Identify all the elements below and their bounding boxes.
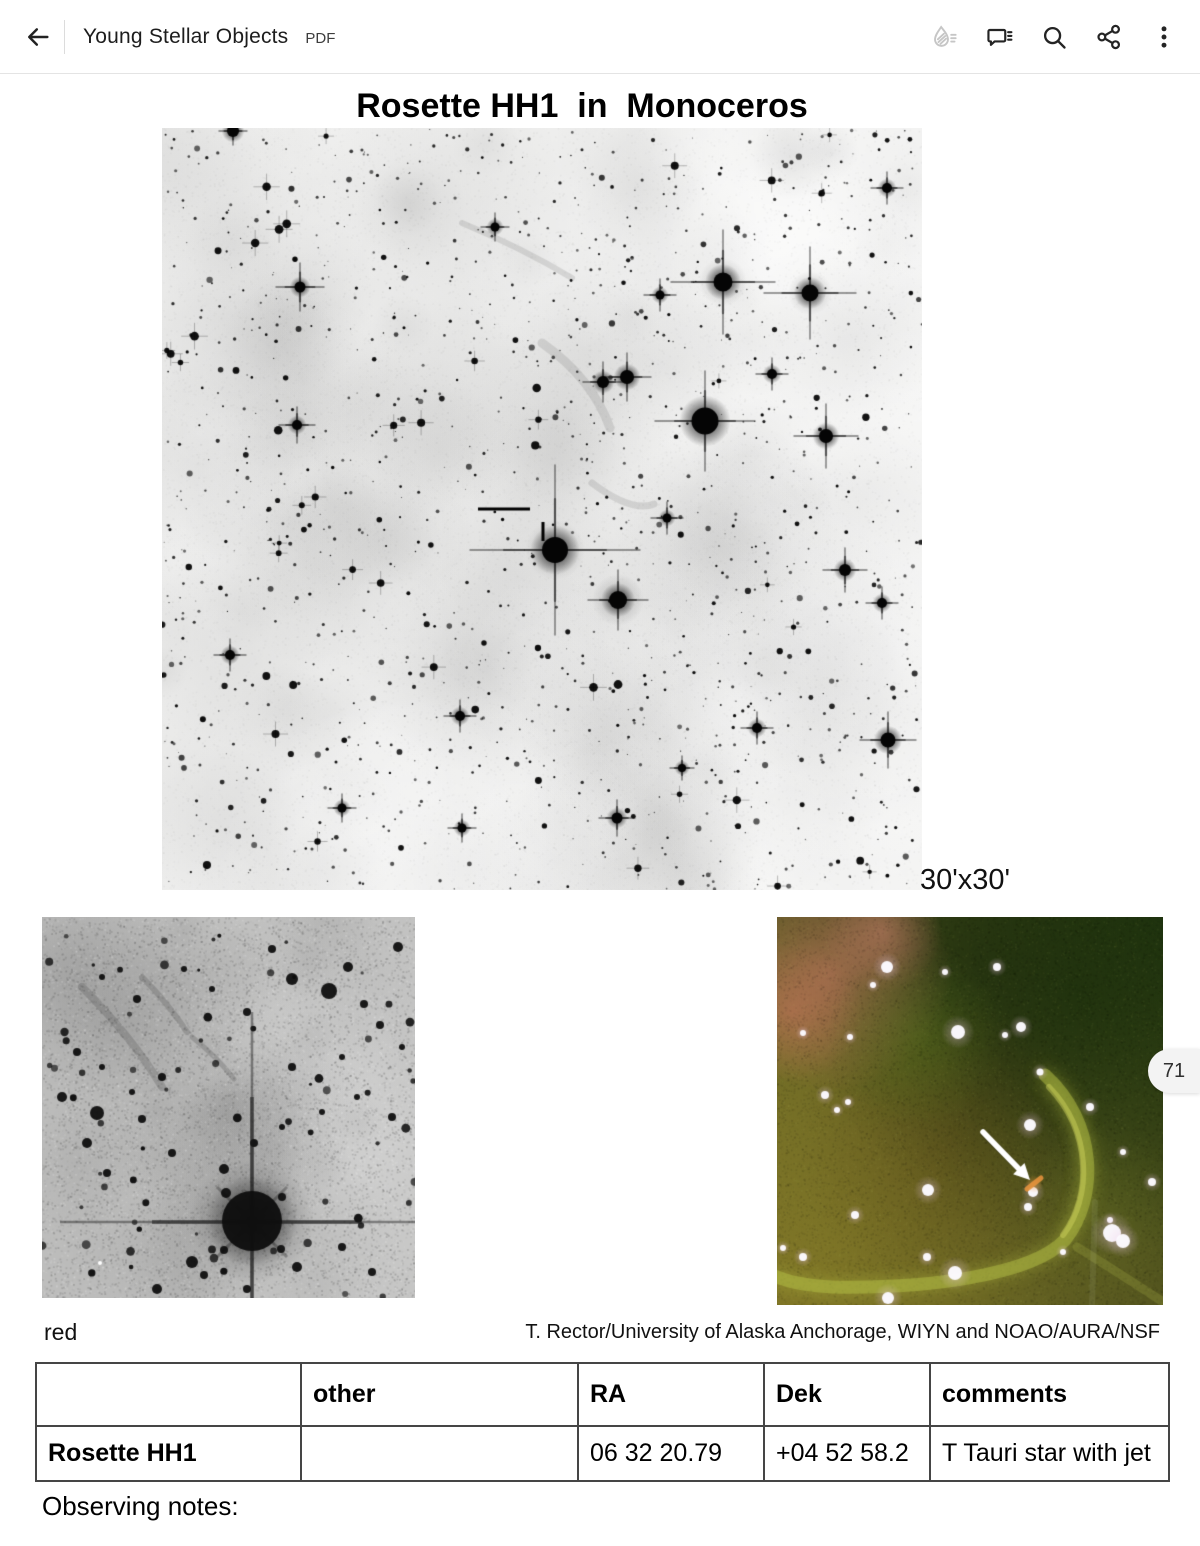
color-closeup-image [777,917,1163,1305]
app-bar: Young Stellar Objects PDF [0,0,1200,74]
header-ra: RA [577,1362,765,1427]
field-size-label: 30'x30' [920,864,1011,896]
table-header-row: other RA Dek comments [35,1362,1170,1427]
cell-dek: +04 52 58.2 [763,1425,931,1482]
observing-notes-label: Observing notes: [42,1491,239,1521]
document-type-label: PDF [305,29,336,47]
app-bar-actions [922,15,1186,59]
back-button[interactable] [16,15,60,59]
comment-icon [987,28,1013,46]
share-icon [1097,24,1121,49]
cell-other [300,1425,579,1482]
overflow-menu-button[interactable] [1142,15,1186,59]
liquid-mode-icon [933,25,957,47]
cell-ra: 06 32 20.79 [577,1425,765,1482]
cell-comments: T Tauri star with jet [929,1425,1170,1482]
survey-field-image [162,128,922,890]
image-credit: T. Rector/University of Alaska Anchorage… [525,1321,1160,1343]
header-other: other [300,1362,579,1427]
red-plate-closeup-image [42,917,415,1298]
header-comments: comments [929,1362,1170,1427]
share-button[interactable] [1087,15,1131,59]
liquid-mode-button[interactable] [922,15,966,59]
objects-table: other RA Dek comments Rosette HH1 06 32 … [35,1362,1170,1482]
table-row: Rosette HH1 06 32 20.79 +04 52 58.2 T Ta… [35,1425,1170,1482]
document-title-group: Young Stellar Objects PDF [83,25,335,49]
header-name [35,1362,302,1427]
document-title: Young Stellar Objects [83,24,289,48]
page-title: Rosette HH1 in Monoceros [356,86,808,125]
app-bar-divider [64,19,65,54]
search-icon [1043,26,1066,49]
back-arrow-icon [28,27,49,46]
red-filter-label: red [44,1319,78,1345]
comment-button[interactable] [977,15,1021,59]
header-dek: Dek [763,1362,931,1427]
overflow-menu-icon [1161,25,1167,48]
page-number-badge[interactable]: 71 [1148,1049,1200,1093]
cell-object-name: Rosette HH1 [35,1425,302,1482]
search-button[interactable] [1032,15,1076,59]
